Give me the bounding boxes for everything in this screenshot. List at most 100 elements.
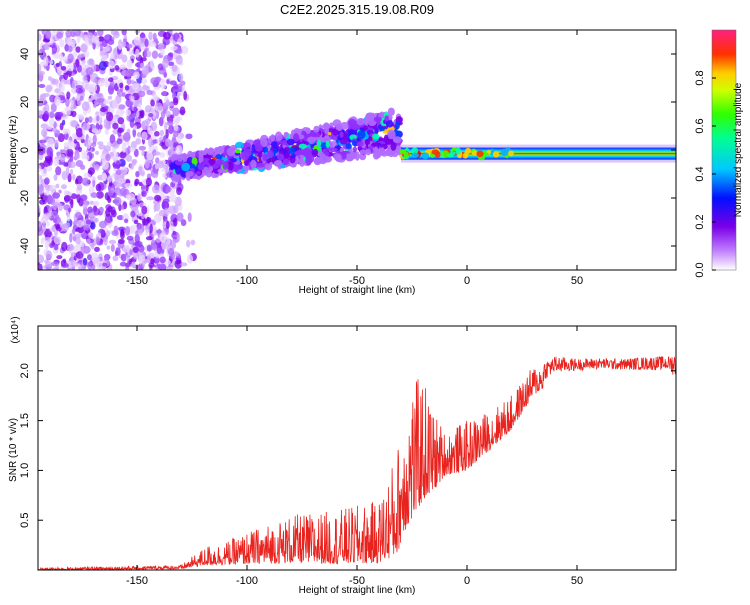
noise-blob [66,64,74,72]
noise-blob [141,150,145,157]
noise-blob [98,124,103,130]
noise-blob [143,49,148,59]
signal-blob [359,149,368,155]
noise-blob [54,133,59,138]
noise-blob [177,134,182,144]
noise-blob [51,225,56,232]
noise-blob [150,242,157,251]
noise-blob [79,194,88,202]
noise-blob [126,235,134,241]
noise-blob [43,110,50,121]
noise-blob [118,174,125,184]
spectrogram-heatmap [38,30,676,270]
noise-blob [120,204,125,211]
steady-blob [462,152,469,159]
noise-blob [104,129,110,135]
signal-blob [354,151,360,161]
noise-blob [113,156,119,161]
noise-blob [126,78,132,85]
noise-blob [137,90,146,98]
noise-blob [119,261,127,267]
signal-blob [385,149,390,157]
noise-blob [101,38,108,48]
noise-blob [121,92,126,97]
signal-blob [352,146,357,153]
signal-blob [299,157,306,167]
noise-blob [167,102,175,107]
noise-blob [156,244,163,255]
noise-blob [44,155,52,162]
noise-blob [78,265,85,270]
noise-blob [150,121,158,132]
noise-blob [124,244,130,250]
noise-blob [104,34,110,41]
noise-blob [73,138,77,144]
noise-blob [141,205,148,215]
noise-blob [49,111,55,119]
signal-blob [236,164,243,170]
noise-blob [55,62,60,67]
noise-blob [60,184,67,190]
snr-ticks: -150 -100 -50 0 50 0.5 1.0 1.5 2.0 [19,326,676,587]
noise-blob [91,264,96,270]
noise-blob [159,129,165,136]
noise-blob [176,233,181,243]
signal-blob [231,157,237,163]
noise-blob [67,207,72,213]
noise-blob [82,257,88,266]
noise-blob [187,212,192,223]
noise-blob [186,239,191,248]
signal-blob [223,156,228,162]
noise-blob [96,236,100,245]
noise-blob [38,30,41,34]
noise-blob [43,130,47,141]
noise-blob [175,47,183,55]
colorbar-tick-label: 0.8 [694,70,706,85]
noise-blob [175,54,183,65]
noise-blob [144,158,150,169]
noise-blob [162,198,170,203]
noise-blob [64,43,70,52]
signal-blob [324,151,330,157]
noise-blob [117,104,126,110]
noise-blob [87,206,94,214]
noise-blob [160,83,166,90]
noise-blob [137,193,142,202]
noise-blob [139,62,144,68]
spectrogram-panel: -150 -100 -50 0 50 40 20 0 -20 -40 Height of stra… [8,29,677,296]
noise-blob [126,43,133,49]
noise-blob [59,153,66,163]
noise-blob [130,95,135,103]
noise-blob [126,253,130,262]
noise-blob [61,224,68,229]
signal-blob [276,153,285,161]
noise-blob [133,219,139,225]
noise-blob [124,182,133,188]
spectrogram-x-label: Height of straight line (km) [299,285,416,296]
noise-blob [81,101,90,112]
signal-blob [333,153,342,162]
steady-blob [500,148,509,157]
noise-blob [151,50,159,59]
noise-blob [43,159,51,168]
noise-blob [165,138,171,147]
noise-blob [148,31,153,41]
noise-blob [38,205,41,214]
noise-blob [93,31,98,37]
signal-blob [351,140,357,147]
noise-blob [123,132,131,142]
noise-blob [86,32,94,39]
noise-blob [88,232,94,239]
noise-blob [101,160,109,170]
noise-blob [69,232,73,243]
noise-blob [94,246,100,253]
steady-blob [442,150,450,158]
signal-blob [372,133,380,140]
noise-blob [153,203,157,213]
noise-blob [43,166,47,174]
noise-blob [110,244,115,252]
noise-blob [82,75,88,81]
noise-blob [60,65,67,71]
snr-y-label: SNR (10 * v/v) [8,418,19,482]
